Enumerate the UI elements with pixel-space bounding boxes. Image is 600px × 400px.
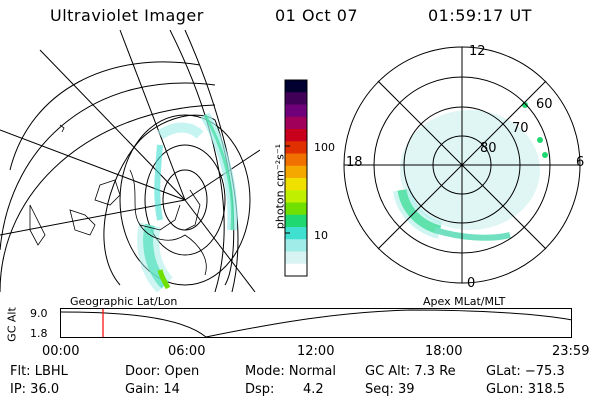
polar-plot xyxy=(343,46,581,284)
meridian-line xyxy=(169,30,225,292)
mlt-label-18: 18 xyxy=(346,155,363,170)
lat-label-80: 80 xyxy=(480,141,497,156)
timeline-xtick: 12:00 xyxy=(297,344,335,359)
coastline xyxy=(29,124,207,276)
colorbar-tick-10: 10 xyxy=(314,229,328,242)
colorbar-segment xyxy=(285,153,307,167)
altitude-curve xyxy=(60,309,573,338)
colorbar-segment xyxy=(285,239,307,252)
lat-label-70: 70 xyxy=(512,121,529,136)
latitude-circle xyxy=(119,114,251,286)
timeline-xtick: 06:00 xyxy=(168,344,206,359)
colorbar-segment xyxy=(285,190,307,203)
colorbar-unit-label: photon cm⁻²s⁻¹ xyxy=(273,143,287,230)
lat-label-60: 60 xyxy=(536,97,553,112)
colorbar-segment xyxy=(285,141,307,154)
timeline-ytick-low: 1.8 xyxy=(30,327,48,340)
ip-info: IP: 36.0 xyxy=(10,382,60,397)
meridian-line xyxy=(184,149,260,201)
mlt-label-6: 6 xyxy=(576,155,585,170)
colorbar-segment xyxy=(285,129,307,142)
date-label: 01 Oct 07 xyxy=(275,6,359,25)
timeline-ylabel: GC Alt xyxy=(5,307,19,342)
colorbar-segment xyxy=(285,251,307,265)
gain-info: Gain: 14 xyxy=(125,382,180,397)
gc-alt-info: GC Alt: 7.3 Re xyxy=(365,364,456,379)
door-info: Door: Open xyxy=(125,364,200,379)
colorbar-segment xyxy=(285,214,307,228)
instrument-title: Ultraviolet Imager xyxy=(50,6,204,25)
colorbar-segment xyxy=(285,178,307,191)
meridian-line xyxy=(119,30,186,201)
timeline-ytick-high: 9.0 xyxy=(30,307,48,320)
colorbar-segment xyxy=(285,80,307,93)
mode-info: Mode: Normal xyxy=(245,364,336,379)
colorbar xyxy=(284,79,308,277)
auroral-emission-polar xyxy=(393,102,548,241)
dsp-value: 4.2 xyxy=(303,382,324,397)
latitude-circle xyxy=(144,144,226,256)
timeline-xtick: 23:59 xyxy=(552,344,590,359)
colorbar-tick-100: 100 xyxy=(314,141,335,154)
altitude-timeline xyxy=(60,308,573,338)
timeline-xtick: 00:00 xyxy=(42,344,80,359)
meridian-line xyxy=(39,49,186,201)
colorbar-segment xyxy=(285,165,307,179)
colorbar-segment xyxy=(285,263,307,277)
apex-panel-label: Apex MLat/MLT xyxy=(423,295,506,308)
filter-info: Flt: LBHL xyxy=(10,364,68,379)
meridian-line xyxy=(0,199,186,236)
latitude-circle xyxy=(0,104,216,292)
colorbar-segment xyxy=(285,202,307,216)
meridian-line xyxy=(184,199,256,292)
meridian-line xyxy=(184,30,239,292)
colorbar-segment xyxy=(285,104,307,118)
dsp-label: Dsp: xyxy=(245,382,275,397)
glat-info: GLat: −75.3 xyxy=(486,364,565,379)
mlt-label-0: 0 xyxy=(467,276,476,291)
colorbar-scale xyxy=(285,80,307,277)
polar-axis-diagonal xyxy=(377,80,547,250)
latitude-circle xyxy=(0,82,216,251)
seq-info: Seq: 39 xyxy=(365,382,415,397)
colorbar-segment xyxy=(285,116,307,130)
meridian-line xyxy=(0,129,186,201)
timeline-xtick: 18:00 xyxy=(425,344,463,359)
mlt-label-12: 12 xyxy=(469,44,486,59)
glon-info: GLon: 318.5 xyxy=(486,382,566,397)
latitude-circle xyxy=(9,61,201,171)
colorbar-segment xyxy=(285,92,307,105)
geographic-image xyxy=(0,30,260,292)
colorbar-segment xyxy=(285,227,307,240)
geographic-panel-label: Geographic Lat/Lon xyxy=(70,295,178,308)
auroral-oval xyxy=(137,112,238,292)
time-label: 01:59:17 UT xyxy=(428,6,532,25)
